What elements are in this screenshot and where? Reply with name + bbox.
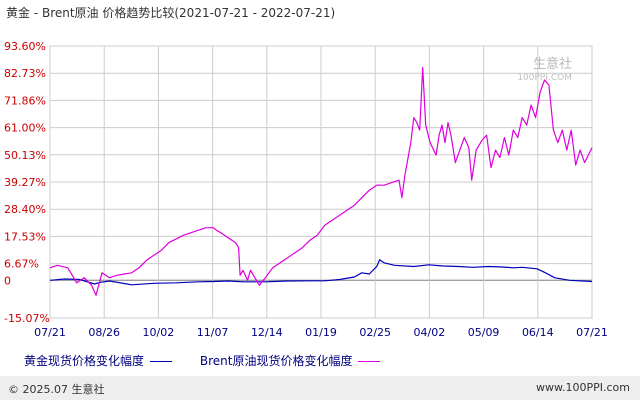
x-tick-label: 07/21 [576, 326, 608, 339]
legend-swatch-brent [358, 361, 381, 362]
footer-copyright: © 2025.07 生意社 [8, 383, 105, 396]
y-tick-label: 39.27% [4, 176, 46, 189]
series-line-gold [49, 259, 593, 286]
x-tick-label: 02/25 [359, 326, 391, 339]
legend-swatch-gold [150, 361, 173, 362]
chart-title: 黄金 - Brent原油 价格趋势比较(2021-07-21 - 2022-07… [6, 6, 336, 20]
x-tick-label: 12/14 [251, 326, 283, 339]
x-tick-label: 06/14 [522, 326, 554, 339]
x-tick-label: 11/07 [197, 326, 229, 339]
x-tick-label: 10/02 [143, 326, 175, 339]
legend-label-gold: 黄金现货价格变化幅度 [24, 354, 145, 368]
footer-site-link[interactable]: www.100PPI.com [536, 381, 630, 394]
y-tick-label: 28.40% [4, 203, 46, 216]
y-tick-label: -15.07% [4, 312, 50, 325]
legend-label-brent: Brent原油现货价格变化幅度 [199, 354, 353, 368]
y-tick-label: 17.53% [4, 230, 46, 243]
x-tick-label: 07/21 [34, 326, 66, 339]
y-tick-label: 71.86% [4, 94, 46, 107]
y-tick-label: 61.00% [4, 122, 46, 135]
legend-item-gold: 黄金现货价格变化幅度 [24, 352, 173, 369]
watermark-name: 生意社 [533, 56, 572, 72]
legend-item-brent: Brent原油现货价格变化幅度 [200, 352, 381, 369]
footer-bar: © 2025.07 生意社 www.100PPI.com [0, 376, 640, 400]
series-line-brent [49, 66, 593, 296]
y-tick-label: 0 [4, 274, 11, 287]
x-tick-label: 01/19 [305, 326, 337, 339]
x-tick-label: 05/09 [468, 326, 500, 339]
chart-legend: 黄金现货价格变化幅度 Brent原油现货价格变化幅度 [24, 352, 404, 369]
x-tick-label: 04/02 [414, 326, 446, 339]
watermark-site: 100PPI.COM [517, 73, 572, 83]
y-tick-label: 6.67% [4, 258, 39, 271]
y-tick-label: 82.73% [4, 67, 46, 80]
y-tick-label: 93.60% [4, 40, 46, 53]
y-tick-label: 50.13% [4, 149, 46, 162]
x-tick-label: 08/26 [88, 326, 120, 339]
